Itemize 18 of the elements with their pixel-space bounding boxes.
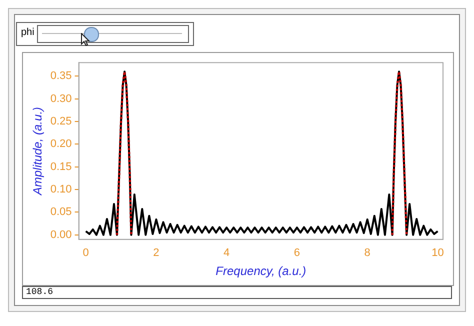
- x-tick-label: 4: [224, 247, 230, 260]
- x-tick-label: 8: [364, 247, 370, 260]
- x-tick-label: 6: [294, 247, 300, 260]
- y-axis-title: Amplitude, (a.u.): [30, 106, 45, 196]
- x-axis-title: Frequency, (a.u.): [216, 264, 306, 278]
- text: phi: [21, 27, 34, 38]
- x-tick-label: 10: [432, 247, 444, 260]
- y-tick-label: 0.20: [50, 138, 72, 150]
- y-tick-label: 0.35: [50, 70, 72, 82]
- x-tick-label: 2: [153, 247, 160, 260]
- text: 108.6: [26, 287, 54, 297]
- y-tick-label: 0.30: [50, 92, 72, 105]
- y-tick-label: 0.10: [50, 184, 72, 196]
- y-tick-label: 0.05: [50, 206, 72, 218]
- x-tick-label: 0: [82, 247, 89, 260]
- y-tick-label: 0.00: [50, 228, 72, 241]
- y-tick-label: 0.25: [50, 116, 72, 128]
- y-tick-label: 0.15: [50, 160, 72, 173]
